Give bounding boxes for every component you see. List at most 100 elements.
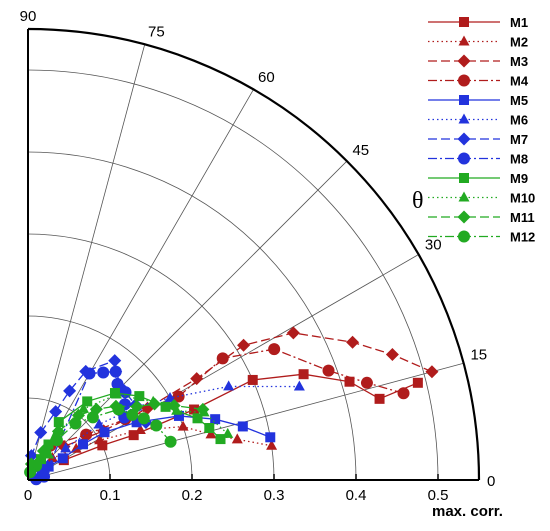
data-point	[223, 380, 235, 391]
data-point	[63, 384, 77, 398]
data-point	[109, 365, 122, 378]
data-point	[268, 343, 281, 356]
data-point	[34, 425, 48, 439]
data-point	[50, 434, 63, 447]
data-point	[160, 401, 171, 412]
legend-entry-m5: M5	[428, 93, 528, 108]
data-point	[39, 446, 52, 459]
legend-label: M5	[510, 93, 528, 108]
data-point	[99, 427, 110, 438]
data-point	[196, 402, 210, 416]
data-point	[265, 432, 276, 443]
angular-tick-label: 15	[470, 347, 487, 364]
data-point	[82, 396, 93, 407]
data-point	[164, 435, 177, 448]
legend-entry-m7: M7	[428, 132, 528, 147]
data-point	[93, 418, 105, 429]
data-point	[112, 403, 125, 416]
legend-marker	[459, 17, 469, 27]
angular-tick-label: 30	[425, 237, 442, 254]
legend-marker	[458, 74, 470, 87]
legend-marker	[458, 230, 470, 243]
legend-label: M3	[510, 54, 528, 69]
angular-tick-label: 75	[148, 24, 165, 41]
radial-tick-label: 0.4	[346, 487, 367, 504]
data-point	[425, 365, 439, 379]
data-point	[167, 399, 181, 413]
data-point	[108, 354, 122, 368]
data-point	[78, 402, 90, 413]
data-point	[49, 405, 63, 419]
data-point	[237, 421, 248, 432]
legend-label: M1	[510, 15, 528, 30]
legend-marker	[458, 35, 470, 46]
legend-marker	[459, 95, 469, 105]
data-point	[222, 427, 234, 438]
data-point	[83, 367, 96, 380]
series-line	[30, 403, 203, 465]
data-point	[192, 413, 203, 424]
legend-label: M7	[510, 132, 528, 147]
series-line	[40, 392, 221, 460]
data-point	[412, 377, 423, 388]
radial-axis-title: max. corr.	[432, 503, 503, 520]
data-point	[69, 417, 82, 430]
legend-entry-m3: M3	[428, 54, 528, 69]
data-point	[397, 387, 410, 400]
data-point	[97, 366, 110, 379]
legend-marker	[457, 54, 471, 68]
data-point	[164, 392, 176, 402]
data-point	[150, 419, 163, 432]
series-m12	[24, 403, 177, 479]
angular-grid-line	[27, 254, 419, 481]
data-point	[171, 404, 183, 415]
data-point	[80, 428, 93, 441]
legend-marker	[457, 210, 471, 224]
data-point	[374, 393, 385, 404]
data-point	[190, 372, 204, 386]
legend-entry-m8: M8	[428, 152, 528, 167]
legend-entry-m4: M4	[428, 74, 529, 89]
data-point	[43, 439, 54, 450]
data-point	[237, 338, 251, 352]
axis-layer: 0 0.1 0.2 0.3 0.4 0.5 0 15 30 45 60 75 90 θ max. corr.	[20, 8, 503, 520]
angular-grid-line	[27, 44, 146, 481]
data-point	[346, 335, 360, 349]
radial-tick-label: 0.3	[264, 487, 285, 504]
data-point	[128, 430, 139, 441]
legend-marker	[457, 132, 471, 146]
legend-label: M10	[510, 191, 535, 206]
data-point	[210, 414, 221, 425]
data-point	[215, 434, 226, 445]
angular-tick-label: 0	[487, 473, 495, 490]
series-m4	[44, 343, 410, 452]
data-point	[126, 408, 139, 421]
data-point	[110, 388, 122, 399]
data-point	[293, 380, 305, 391]
angular-axis-title: θ	[412, 188, 424, 214]
legend-label: M6	[510, 113, 528, 128]
data-point	[204, 423, 215, 434]
legend: M1 M2 M3 M4 M5 M6 M7 M8 M9 M10 M11 M12	[428, 15, 535, 245]
data-point	[216, 352, 229, 365]
data-point	[231, 433, 243, 444]
data-point	[344, 376, 355, 387]
data-point	[57, 453, 68, 464]
data-point	[134, 423, 146, 434]
data-point	[131, 417, 142, 428]
data-point	[385, 348, 399, 362]
data-point	[189, 404, 200, 415]
data-point	[177, 420, 189, 431]
legend-marker	[458, 152, 470, 165]
data-point	[111, 378, 124, 391]
data-point	[205, 428, 217, 439]
legend-label: M2	[510, 35, 528, 50]
legend-marker	[458, 113, 470, 124]
legend-label: M12	[510, 230, 535, 245]
radial-tick-label: 0.2	[182, 487, 203, 504]
legend-marker	[459, 173, 469, 183]
data-point	[60, 442, 72, 453]
angular-tick-label: 90	[20, 8, 37, 25]
outer-arc	[27, 27, 481, 481]
